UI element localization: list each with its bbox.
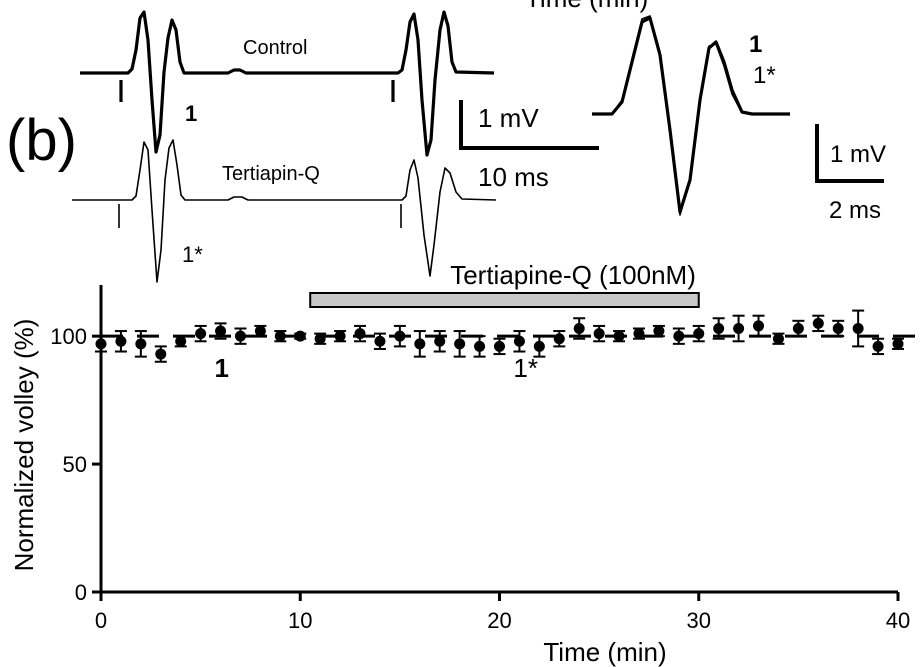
annotation-label: 1*: [513, 353, 538, 383]
data-point: [832, 322, 844, 334]
control-label: Control: [243, 37, 307, 59]
data-point: [434, 335, 446, 347]
x-tick-label: 10: [288, 608, 312, 633]
ticks: 0 10 20 30 40 0 50 100: [50, 324, 910, 633]
data-point: [513, 335, 525, 347]
data-points: [95, 317, 904, 360]
panel-label: (b): [6, 108, 77, 173]
drug-application-bar: [309, 292, 700, 308]
annotations: 1 1*: [215, 353, 538, 383]
overlay-scalebar-voltage: 1 mV: [830, 141, 886, 168]
data-point: [772, 333, 784, 345]
data-point: [593, 328, 605, 340]
y-tick-label: 100: [50, 324, 87, 349]
data-point: [195, 328, 207, 340]
main-scalebar-voltage: 1 mV: [478, 103, 539, 133]
data-point: [852, 322, 864, 334]
data-point: [753, 320, 765, 332]
drug-bar-label: Tertiapine-Q (100nM): [450, 260, 696, 290]
data-point: [314, 333, 326, 345]
data-point: [374, 335, 386, 347]
overlay-scalebar: [815, 124, 884, 183]
data-point: [175, 335, 187, 347]
data-point: [95, 338, 107, 350]
x-tick-label: 0: [95, 608, 107, 633]
control-trace: [80, 10, 495, 157]
data-point: [215, 325, 227, 337]
data-point: [494, 340, 505, 352]
data-point: [135, 338, 147, 350]
overlay-scalebar-time: 2 ms: [829, 197, 881, 224]
clipped-axis-title: Time (min): [525, 0, 648, 13]
chart: 0 10 20 30 40 0 50 100 Tertiapine-Q (100nM) 1 1*…: [9, 260, 918, 667]
control-marker: 1: [185, 101, 197, 126]
x-tick-label: 20: [487, 608, 511, 633]
y-tick-label: 0: [75, 580, 87, 605]
data-point: [573, 322, 585, 334]
data-point: [234, 330, 246, 342]
annotation-label: 1: [215, 353, 229, 383]
x-tick-label: 30: [687, 608, 711, 633]
drug-trace: [72, 139, 497, 283]
data-point: [354, 328, 366, 340]
data-point: [553, 333, 565, 345]
data-point: [334, 330, 346, 342]
overlay-traces: [592, 15, 790, 216]
data-point: [713, 322, 725, 334]
data-point: [274, 330, 286, 342]
data-point: [892, 338, 904, 350]
drug-label: Tertiapin-Q: [222, 163, 320, 185]
data-point: [812, 317, 824, 329]
data-point: [394, 330, 406, 342]
x-tick-label: 40: [886, 608, 910, 633]
data-point: [653, 325, 665, 337]
data-point: [693, 328, 705, 340]
data-point: [155, 348, 167, 360]
data-point: [533, 340, 545, 352]
data-point: [254, 325, 266, 337]
data-point: [733, 322, 745, 334]
data-point: [633, 328, 645, 340]
y-tick-label: 50: [63, 452, 87, 477]
drug-bar-group: Tertiapine-Q (100nM): [309, 260, 700, 308]
data-point: [294, 330, 306, 342]
data-point: [454, 338, 466, 350]
data-point: [414, 338, 426, 350]
data-point: [792, 322, 804, 334]
drug-marker: 1*: [182, 242, 203, 267]
data-point: [872, 340, 884, 352]
data-point: [115, 335, 127, 347]
data-point: [673, 330, 685, 342]
overlay-marker-control: 1: [749, 31, 762, 58]
main-scalebar-time: 10 ms: [478, 162, 549, 192]
data-point: [474, 340, 486, 352]
y-axis-label: Normalized volley (%): [9, 319, 39, 572]
main-scalebar: [459, 100, 599, 150]
data-point: [613, 330, 625, 342]
overlay-marker-drug: 1*: [753, 62, 776, 89]
x-axis-label: Time (min): [543, 637, 666, 667]
